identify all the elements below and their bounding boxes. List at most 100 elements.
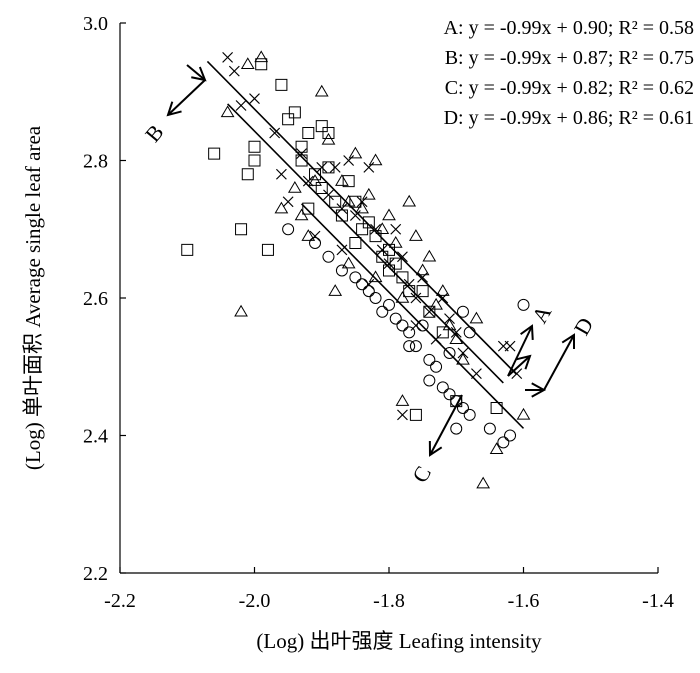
point-circle [383, 298, 395, 311]
point-cross-stroke [363, 278, 375, 290]
y-axis-title: (Log) 单叶面积 Average single leaf area [21, 125, 45, 470]
point-square [295, 140, 308, 153]
data-points [181, 50, 531, 489]
axes: -2.2 -2.0 -1.8 -1.6 -1.4 2.2 2.4 2.6 2.8 3.0 [83, 13, 674, 612]
point-circle [450, 395, 463, 408]
point-cross [423, 306, 435, 318]
point-circle [450, 422, 463, 435]
point-triangle [301, 229, 316, 241]
point-circle [403, 340, 416, 353]
point-cross [329, 161, 341, 173]
point-cross-stroke [228, 65, 240, 77]
point-circle [497, 436, 510, 449]
fit-line-d [301, 203, 525, 429]
point-triangle [435, 284, 450, 296]
point-cross-stroke [275, 168, 287, 180]
point-triangle [341, 194, 356, 207]
point-circle [309, 237, 322, 249]
point-cross [275, 168, 287, 180]
point-square [349, 195, 362, 208]
point-cross-stroke [343, 155, 355, 166]
arrow-b-shaft [167, 79, 206, 116]
point-square [396, 271, 409, 284]
point-triangle [442, 318, 457, 331]
arrow-c-shaft [429, 394, 463, 456]
point-cross-stroke [383, 258, 395, 270]
point-triangle [240, 57, 255, 69]
x-tick-label: -1.8 [373, 590, 405, 612]
point-cross-stroke [410, 320, 422, 331]
arrow-a-head [520, 324, 534, 341]
point-square [362, 216, 375, 229]
point-cross [370, 223, 381, 235]
point-square [248, 140, 261, 153]
point-square [282, 113, 295, 126]
point-square [302, 202, 315, 215]
point-square [208, 147, 221, 160]
group-label-c: C [407, 462, 436, 487]
point-cross-stroke [403, 278, 415, 290]
point-triangle [254, 50, 269, 63]
point-square [295, 154, 308, 167]
point-cross [430, 333, 442, 345]
point-cross-stroke [296, 148, 307, 160]
point-triangle [368, 153, 383, 166]
point-cross [302, 175, 314, 187]
arrow-d-shaft [543, 334, 575, 391]
point-cross [228, 65, 240, 77]
point-square [490, 402, 503, 414]
point-square [356, 223, 369, 236]
point-circle [423, 353, 436, 366]
point-triangle [355, 201, 369, 214]
point-cross-stroke [410, 292, 422, 304]
point-triangle [335, 174, 349, 186]
labels: (Log) 出叶强度 Leafing intensity (Log) 单叶面积 A… [21, 17, 694, 653]
point-cross-stroke [370, 223, 381, 235]
y-tick-label: 2.6 [83, 288, 108, 310]
point-square [241, 168, 254, 181]
point-cross-stroke [269, 127, 281, 139]
point-circle [356, 278, 369, 291]
point-cross [376, 244, 388, 256]
point-square [315, 182, 328, 194]
point-triangle [456, 352, 470, 365]
point-square [423, 305, 436, 318]
arrow-b-head [166, 101, 182, 117]
point-cross [390, 223, 402, 235]
point-cross-stroke [430, 333, 442, 345]
point-square [235, 223, 248, 236]
point-circle [282, 223, 295, 236]
point-cross [397, 409, 408, 421]
point-triangle [388, 236, 403, 248]
point-cross [269, 127, 281, 139]
point-square [315, 120, 328, 133]
point-cross-stroke [511, 368, 523, 380]
point-square [275, 78, 288, 91]
point-square [342, 175, 355, 188]
point-triangle [469, 311, 484, 324]
point-circle [322, 250, 335, 263]
x-tick-label: -1.6 [508, 590, 540, 612]
point-triangle [409, 229, 423, 241]
point-cross [222, 51, 234, 63]
point-cross-stroke [329, 161, 341, 173]
point-cross-stroke [504, 340, 516, 352]
point-circle [443, 347, 456, 359]
point-triangle [287, 181, 302, 193]
point-circle [436, 381, 449, 394]
point-cross [349, 210, 361, 221]
point-cross-stroke [222, 51, 234, 63]
point-cross [343, 155, 355, 166]
point-cross [437, 292, 449, 304]
point-cross [235, 100, 247, 111]
point-cross [336, 203, 348, 215]
point-cross [363, 161, 375, 173]
point-cross [417, 271, 429, 283]
point-circle [443, 388, 456, 401]
y-tick-label: 3.0 [83, 13, 108, 35]
point-triangle [402, 194, 417, 207]
point-triangle [375, 222, 390, 234]
point-circle [349, 271, 362, 284]
x-axis-title: (Log) 出叶强度 Leafing intensity [256, 629, 542, 653]
